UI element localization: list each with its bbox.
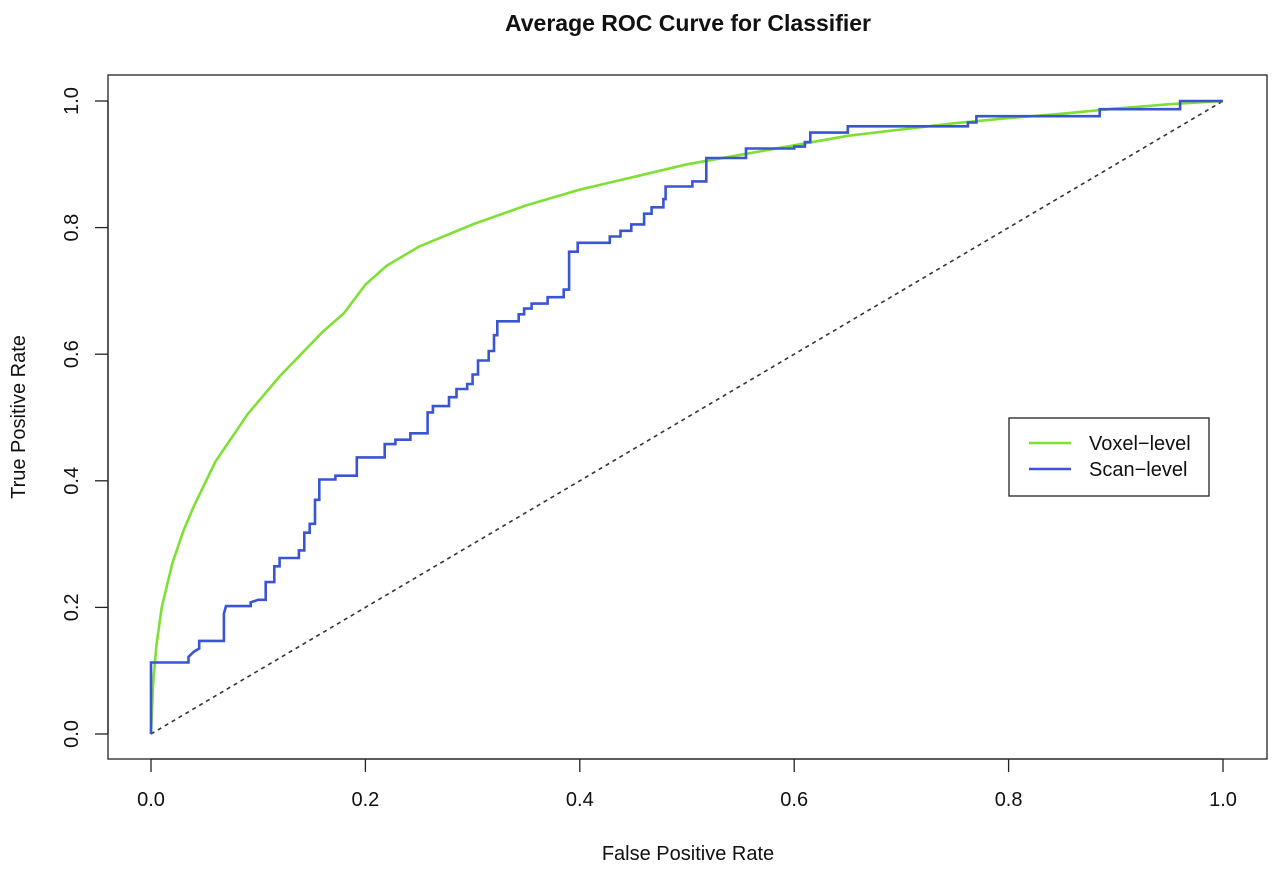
legend-label-voxel-level: Voxel−level [1089,433,1191,455]
y-axis: 0.0 0.2 0.4 0.6 0.8 1.0 [61,87,109,748]
x-axis: 0.0 0.2 0.4 0.6 0.8 1.0 [137,758,1237,811]
y-tick-label: 0.0 [61,720,83,748]
y-tick-label: 0.2 [61,593,83,621]
legend-label-scan-level: Scan−level [1089,459,1187,481]
x-tick-label: 0.2 [351,789,379,811]
y-tick-label: 1.0 [61,87,83,115]
legend-box [1008,417,1210,497]
x-axis-label: False Positive Rate [602,843,774,865]
chart-title: Average ROC Curve for Classifier [505,10,871,36]
x-tick-label: 0.8 [995,789,1023,811]
x-tick-label: 0.4 [566,789,594,811]
x-tick-label: 0.0 [137,789,165,811]
y-tick-label: 0.8 [61,214,83,242]
legend: Voxel−level Scan−level [1008,417,1210,497]
y-tick-label: 0.4 [61,467,83,495]
series-line-scan-level [149,99,1223,734]
x-tick-label: 0.6 [780,789,808,811]
series-layer [149,99,1224,735]
y-axis-label: True Positive Rate [8,335,30,499]
x-tick-label: 1.0 [1209,789,1237,811]
y-tick-label: 0.6 [61,340,83,368]
